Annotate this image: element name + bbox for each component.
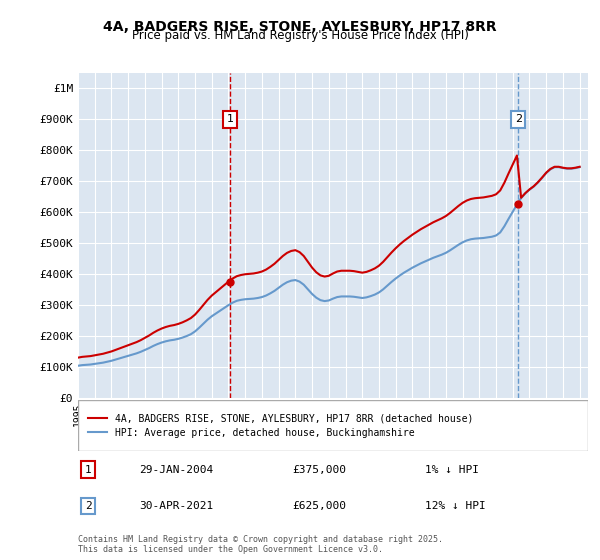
Text: £375,000: £375,000 [292,464,346,474]
Text: 1: 1 [85,464,92,474]
Text: 29-JAN-2004: 29-JAN-2004 [139,464,214,474]
FancyBboxPatch shape [78,400,588,451]
Text: £625,000: £625,000 [292,501,346,511]
Text: 2: 2 [515,114,522,124]
Text: Price paid vs. HM Land Registry's House Price Index (HPI): Price paid vs. HM Land Registry's House … [131,29,469,42]
Text: 1: 1 [226,114,233,124]
Text: 12% ↓ HPI: 12% ↓ HPI [425,501,485,511]
Text: 30-APR-2021: 30-APR-2021 [139,501,214,511]
Text: 4A, BADGERS RISE, STONE, AYLESBURY, HP17 8RR: 4A, BADGERS RISE, STONE, AYLESBURY, HP17… [103,20,497,34]
Text: Contains HM Land Registry data © Crown copyright and database right 2025.
This d: Contains HM Land Registry data © Crown c… [78,535,443,554]
Legend: 4A, BADGERS RISE, STONE, AYLESBURY, HP17 8RR (detached house), HPI: Average pric: 4A, BADGERS RISE, STONE, AYLESBURY, HP17… [83,409,478,442]
Text: 1% ↓ HPI: 1% ↓ HPI [425,464,479,474]
Text: 2: 2 [85,501,92,511]
